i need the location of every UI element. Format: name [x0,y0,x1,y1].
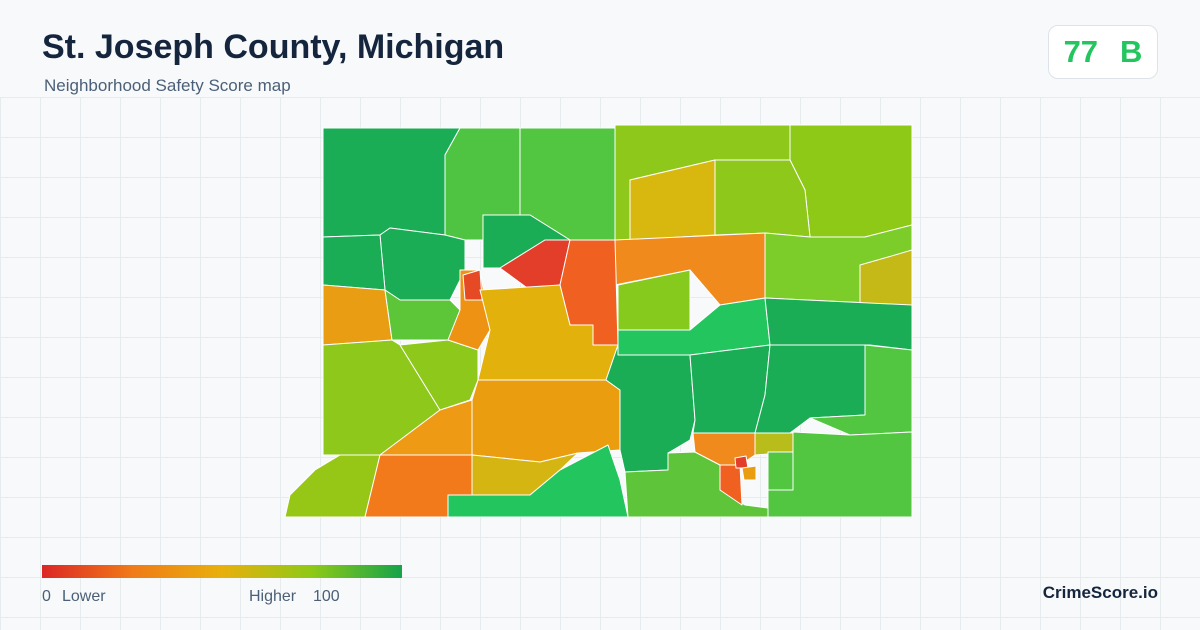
legend-gradient [42,565,402,578]
region [764,297,913,351]
region [447,444,629,518]
region [734,455,749,469]
region [767,431,913,518]
legend-min-label: Lower [62,588,106,605]
score-grade: B [1120,34,1143,69]
legend-max: 100 [313,588,340,605]
region [471,379,621,463]
region [462,269,483,301]
region [859,249,913,306]
score-badge: 77 B [1048,25,1158,79]
legend-max-label: Higher [249,588,297,605]
region [767,451,794,491]
region [284,454,381,518]
region [477,284,619,381]
region [719,464,743,506]
title: St. Joseph County, Michigan [42,28,505,66]
region [714,159,811,238]
brand: CrimeScore.io [1042,583,1158,602]
region [322,127,461,238]
score-value: 77 [1063,34,1099,69]
region [322,284,393,346]
region [741,465,757,481]
map-regions [284,124,913,518]
region [379,227,466,301]
subtitle: Neighborhood Safety Score map [44,76,291,95]
legend-min: 0 [42,588,51,605]
region [322,234,386,291]
